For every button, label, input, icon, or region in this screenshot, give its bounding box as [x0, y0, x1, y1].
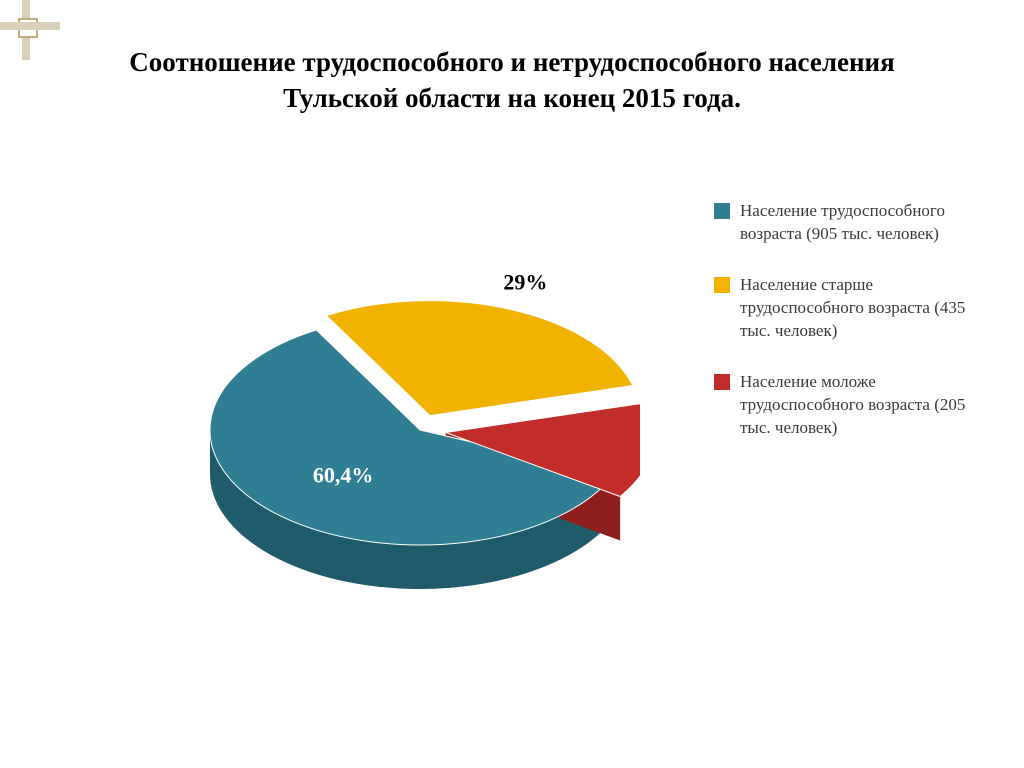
legend-item-older: Население старше трудоспособного возраст…	[714, 274, 974, 343]
slide: Соотношение трудоспособного и нетрудоспо…	[0, 0, 1024, 768]
legend-swatch	[714, 203, 730, 219]
pie-chart-svg: 60,4%29%13,6%	[120, 190, 640, 630]
slice-label-working_age: 60,4%	[313, 462, 374, 487]
legend: Население трудоспособного возраста (905 …	[714, 200, 974, 468]
slice-label-older: 29%	[503, 269, 547, 294]
legend-text: Население моложе трудоспособного возраст…	[740, 371, 974, 440]
legend-item-younger: Население моложе трудоспособного возраст…	[714, 371, 974, 440]
legend-swatch	[714, 277, 730, 293]
legend-swatch	[714, 374, 730, 390]
legend-item-working_age: Население трудоспособного возраста (905 …	[714, 200, 974, 246]
pie-chart: 60,4%29%13,6%	[120, 190, 640, 610]
corner-decoration	[0, 0, 80, 80]
legend-text: Население трудоспособного возраста (905 …	[740, 200, 974, 246]
legend-text: Население старше трудоспособного возраст…	[740, 274, 974, 343]
chart-title: Соотношение трудоспособного и нетрудоспо…	[90, 44, 934, 117]
